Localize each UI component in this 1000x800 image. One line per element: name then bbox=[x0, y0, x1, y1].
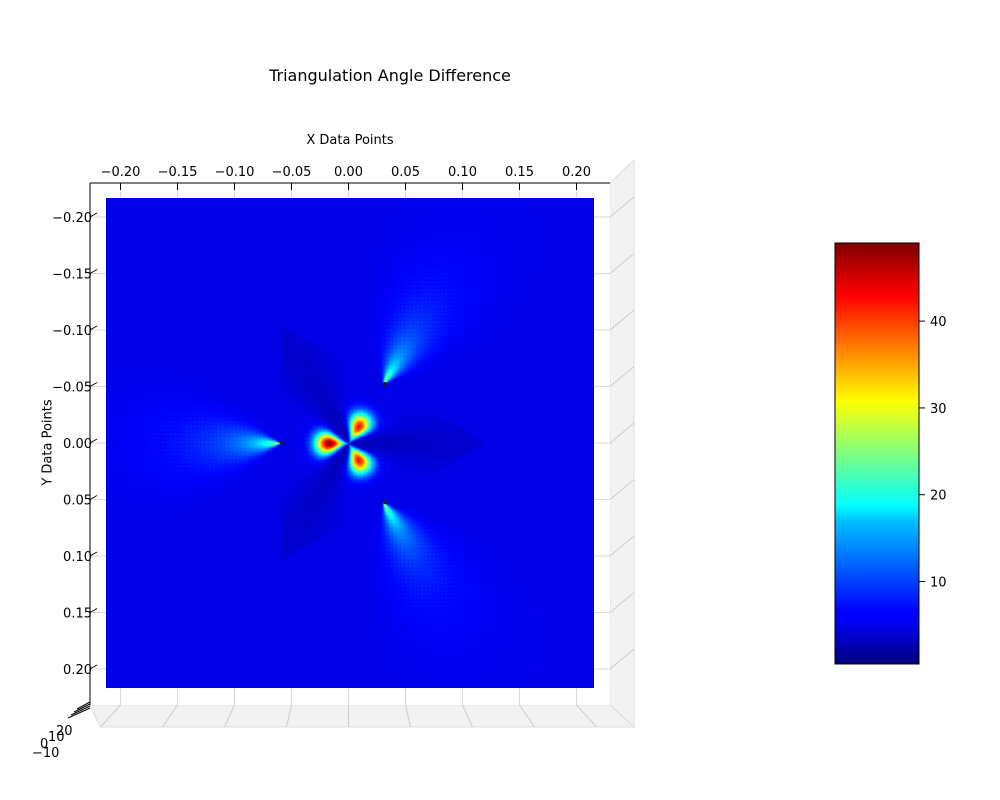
camera-markers bbox=[279, 382, 387, 504]
z-tick-mark bbox=[73, 703, 91, 713]
y-tick-label: −0.05 bbox=[52, 381, 92, 396]
x-tick-label: −0.10 bbox=[215, 165, 255, 180]
z-tick-mark bbox=[76, 701, 91, 710]
x-tick-label: −0.05 bbox=[272, 165, 312, 180]
y-side-grid-line bbox=[609, 422, 635, 444]
y-ticks: −0.20 −0.15 −0.10 −0.05 0.00 0.05 0.10 0.15 0.20 bbox=[52, 211, 98, 678]
z-tick-label: −10 bbox=[32, 746, 59, 761]
y-tick-mark bbox=[89, 269, 98, 274]
x-floor-grid-line bbox=[224, 704, 235, 728]
y-tick-mark bbox=[89, 325, 98, 331]
x-tick-label: 0.20 bbox=[562, 165, 591, 180]
colorbar-ticks: 10 20 30 40 bbox=[919, 315, 947, 591]
y-side-grid-line bbox=[609, 366, 635, 387]
x-tick-label: 0.05 bbox=[391, 165, 420, 180]
x-floor-grid-line bbox=[576, 704, 597, 728]
camera-marker bbox=[279, 440, 285, 446]
x-floor-grid-line bbox=[405, 704, 411, 728]
z-tick-label: 20 bbox=[56, 724, 73, 739]
y-tick-mark bbox=[89, 212, 98, 218]
y-tick-mark bbox=[89, 495, 98, 500]
x-tick-label: 0.15 bbox=[505, 165, 534, 180]
x-axis-label: X Data Points bbox=[306, 133, 394, 148]
x-tick-label: 0.10 bbox=[448, 165, 477, 180]
camera-marker bbox=[382, 382, 387, 387]
y-tick-mark bbox=[89, 438, 98, 444]
x-floor-grid-line bbox=[162, 704, 178, 728]
x-floor-grid-line bbox=[100, 704, 121, 728]
y-tick-mark bbox=[89, 608, 98, 613]
y-tick-mark bbox=[89, 664, 98, 670]
y-tick-label: −0.20 bbox=[52, 211, 92, 226]
colorbar-tick-label: 30 bbox=[930, 402, 947, 417]
colorbar bbox=[834, 242, 920, 665]
y-side-grid-line bbox=[609, 648, 635, 670]
y-tick-label: 0.00 bbox=[63, 437, 92, 452]
colorbar-tick-label: 10 bbox=[930, 576, 947, 591]
chart-title: Triangulation Angle Difference bbox=[269, 66, 511, 85]
colorbar-tick-label: 40 bbox=[930, 315, 947, 330]
y-tick-label: 0.05 bbox=[63, 494, 92, 509]
x-ticks: −0.20 −0.15 −0.10 −0.05 0.00 0.05 0.10 0.15 0.20 bbox=[101, 165, 591, 190]
z-tick-mark bbox=[70, 705, 91, 716]
x-floor-grid-line bbox=[519, 704, 535, 728]
x-floor-grid-line bbox=[286, 704, 292, 728]
y-tick-mark bbox=[89, 551, 98, 557]
y-tick-label: 0.15 bbox=[63, 607, 92, 622]
right-pane bbox=[609, 158, 635, 729]
z-tick-mark bbox=[67, 707, 91, 719]
y-tick-label: 0.10 bbox=[63, 550, 92, 565]
y-side-grid-line bbox=[609, 309, 635, 331]
x-tick-label: 0.00 bbox=[334, 165, 363, 180]
camera-marker bbox=[382, 499, 387, 504]
x-floor-grid-line bbox=[462, 704, 473, 728]
y-side-grid-line bbox=[609, 196, 635, 218]
y-side-grid-line bbox=[609, 479, 635, 500]
y-tick-label: −0.15 bbox=[52, 268, 92, 283]
x-tick-label: −0.15 bbox=[158, 165, 198, 180]
colorbar-tick-label: 20 bbox=[930, 489, 947, 504]
x-tick-label: −0.20 bbox=[101, 165, 141, 180]
y-tick-label: 0.20 bbox=[63, 663, 92, 678]
surface-heatmap bbox=[106, 198, 594, 688]
z-tick-label: 10 bbox=[48, 730, 65, 745]
y-tick-mark bbox=[89, 382, 98, 387]
y-side-grid-line bbox=[609, 592, 635, 613]
z-tick-label: 0 bbox=[40, 737, 48, 752]
y-tick-label: −0.10 bbox=[52, 324, 92, 339]
y-side-grid-line bbox=[609, 253, 635, 274]
y-side-grid-line bbox=[609, 535, 635, 557]
bottom-pane bbox=[89, 704, 636, 728]
